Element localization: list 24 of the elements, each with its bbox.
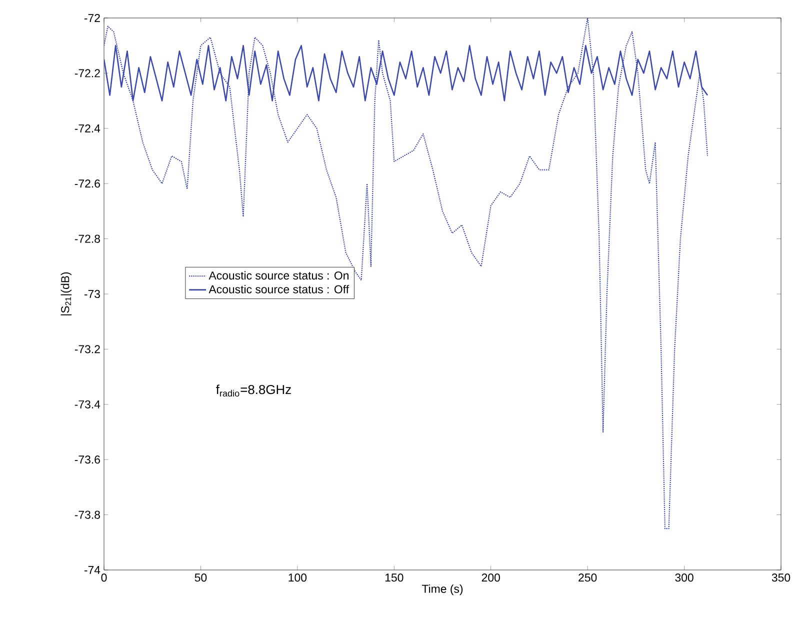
- y-tick-label: -72.2: [74, 69, 100, 78]
- y-tick-label: -73.4: [74, 400, 100, 408]
- x-tick-label: 250: [578, 574, 597, 582]
- x-tick-label: 200: [482, 574, 500, 582]
- y-tick-label: -72.8: [74, 234, 100, 243]
- legend-label: Acoustic source status : Off: [208, 284, 350, 294]
- x-tick-label: 50: [194, 574, 207, 582]
- y-tick-label: -72.6: [74, 180, 100, 188]
- x-tick-label: 300: [675, 574, 694, 582]
- annotation: f$_{radio}$=8.8GHz: [216, 384, 291, 397]
- legend-label: Acoustic source status : On: [208, 271, 348, 280]
- x-tick-label: 350: [772, 574, 790, 582]
- y-tick-label: -74: [84, 566, 100, 574]
- y-axis-title: |S$_{21}$|(dB): [60, 272, 72, 316]
- y-tick-label: -73.6: [74, 456, 100, 464]
- y-tick-label: -72.4: [74, 124, 100, 132]
- x-tick-label: 100: [288, 574, 307, 582]
- y-tick-label: -73.8: [74, 510, 100, 519]
- y-tick-label: -73.2: [74, 345, 100, 354]
- x-axis-title: Time (s): [422, 584, 463, 596]
- x-tick-label: 150: [385, 574, 404, 582]
- y-tick-label: -72: [84, 14, 100, 22]
- x-tick-label: 0: [101, 574, 107, 582]
- y-tick-label: -73: [84, 290, 100, 298]
